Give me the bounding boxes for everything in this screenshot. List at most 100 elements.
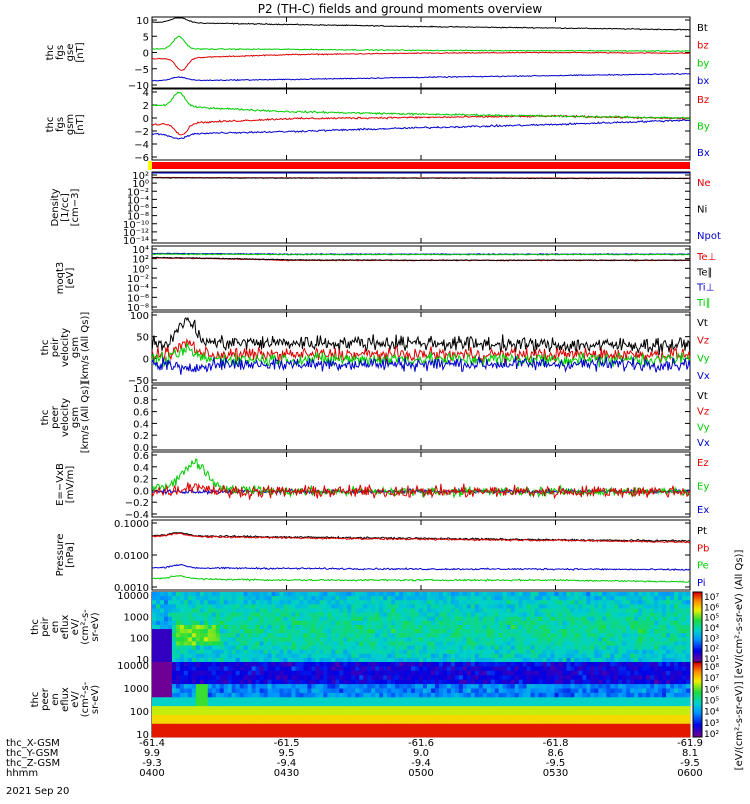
spectrogram-cell <box>558 688 562 693</box>
spectrogram-cell <box>363 724 367 729</box>
spectrogram-cell <box>674 613 678 618</box>
spectrogram-cell <box>495 646 499 651</box>
spectrogram-cell <box>503 724 507 729</box>
spectrogram-cell <box>622 724 626 729</box>
spectrogram-cell <box>523 693 527 698</box>
spectrogram-cell <box>654 684 658 689</box>
spectrogram-cell <box>555 697 559 702</box>
spectrogram-cell <box>594 702 598 707</box>
spectrogram-cell <box>531 693 535 698</box>
spectrogram-cell <box>467 658 471 663</box>
spectrogram-cell <box>208 666 212 671</box>
spectrogram-cell <box>570 646 574 651</box>
spectrogram-cell <box>479 600 483 605</box>
spectrogram-cell <box>598 671 602 676</box>
spectrogram-cell <box>176 693 180 698</box>
spectrogram-cell <box>594 715 598 720</box>
spectrogram-cell <box>236 719 240 724</box>
spectrogram-cell <box>606 646 610 651</box>
spectrogram-cell <box>252 688 256 693</box>
spectrogram-cell <box>566 658 570 663</box>
spectrogram-cell <box>224 646 228 651</box>
spectrogram-cell <box>558 702 562 707</box>
spectrogram-cell <box>359 641 363 646</box>
spectrogram-cell <box>291 724 295 729</box>
spectrogram-cell <box>543 662 547 667</box>
spectrogram-cell <box>216 733 220 738</box>
spectrogram-cell <box>288 711 292 716</box>
spectrogram-cell <box>196 608 200 613</box>
spectrogram-cell <box>439 658 443 663</box>
spectrogram-cell <box>375 654 379 659</box>
spectrogram-cell <box>650 711 654 716</box>
spectrogram-cell <box>479 702 483 707</box>
spectrogram-cell <box>519 592 523 597</box>
spectrogram-cell <box>610 646 614 651</box>
spectrogram-cell <box>276 688 280 693</box>
spectrogram-cell <box>288 608 292 613</box>
spectrogram-cell <box>319 600 323 605</box>
spectrogram-cell <box>634 724 638 729</box>
spectrogram-cell <box>272 617 276 622</box>
spectrogram-cell <box>395 633 399 638</box>
spectrogram-cell <box>586 719 590 724</box>
spectrogram-cell <box>311 604 315 609</box>
spectrogram-cell <box>491 715 495 720</box>
spectrogram-cell <box>208 621 212 626</box>
spectrogram-cell <box>224 596 228 601</box>
spectrogram-cell <box>160 641 164 646</box>
spectrogram-cell <box>523 662 527 667</box>
spectrogram-cell <box>578 697 582 702</box>
spectrogram-cell <box>224 719 228 724</box>
spectrogram-cell <box>622 733 626 738</box>
spectrogram-cell <box>224 706 228 711</box>
spectrogram-cell <box>523 625 527 630</box>
spectrogram-cell <box>594 617 598 622</box>
spectrogram-cell <box>658 629 662 634</box>
spectrogram-cell <box>666 702 670 707</box>
spectrogram-cell <box>248 702 252 707</box>
spectrogram-cell <box>531 629 535 634</box>
spectrogram-cell <box>371 706 375 711</box>
spectrogram-cell <box>479 637 483 642</box>
spectrogram-cell <box>172 621 176 626</box>
spectrogram-cell <box>674 641 678 646</box>
spectrogram-cell <box>443 633 447 638</box>
spectrogram-cell <box>499 617 503 622</box>
spectrogram-cell <box>503 629 507 634</box>
spectrogram-cell <box>642 675 646 680</box>
spectrogram-cell <box>626 697 630 702</box>
spectrogram-cell <box>499 654 503 659</box>
spectrogram-cell <box>303 675 307 680</box>
spectrogram-cell <box>176 654 180 659</box>
spectrogram-cell <box>487 621 491 626</box>
spectrogram-cell <box>184 641 188 646</box>
spectrogram-cell <box>156 613 160 618</box>
spectrogram-cell <box>168 693 172 698</box>
series-bz <box>152 52 690 70</box>
spectrogram-cell <box>280 650 284 655</box>
spectrogram-cell <box>176 629 180 634</box>
spectrogram-cell <box>558 654 562 659</box>
spectrogram-cell <box>491 728 495 733</box>
spectrogram-cell <box>260 715 264 720</box>
spectrogram-cell <box>582 671 586 676</box>
spectrogram-cell <box>503 671 507 676</box>
spectrogram-cell <box>578 604 582 609</box>
spectrogram-cell <box>244 671 248 676</box>
spectrogram-cell <box>236 641 240 646</box>
spectrogram-cell <box>184 728 188 733</box>
spectrogram-cell <box>236 680 240 685</box>
spectrogram-cell <box>678 671 682 676</box>
spectrogram-cell <box>168 608 172 613</box>
spectrogram-cell <box>303 625 307 630</box>
spectrogram-cell <box>311 671 315 676</box>
spectrogram-cell <box>276 650 280 655</box>
spectrogram-cell <box>638 688 642 693</box>
y-tick-label: 0.4 <box>133 419 149 430</box>
spectrogram-cell <box>284 608 288 613</box>
spectrogram-cell <box>152 671 156 676</box>
spectrogram-cell <box>152 608 156 613</box>
spectrogram-cell <box>232 702 236 707</box>
spectrogram-cell <box>626 693 630 698</box>
